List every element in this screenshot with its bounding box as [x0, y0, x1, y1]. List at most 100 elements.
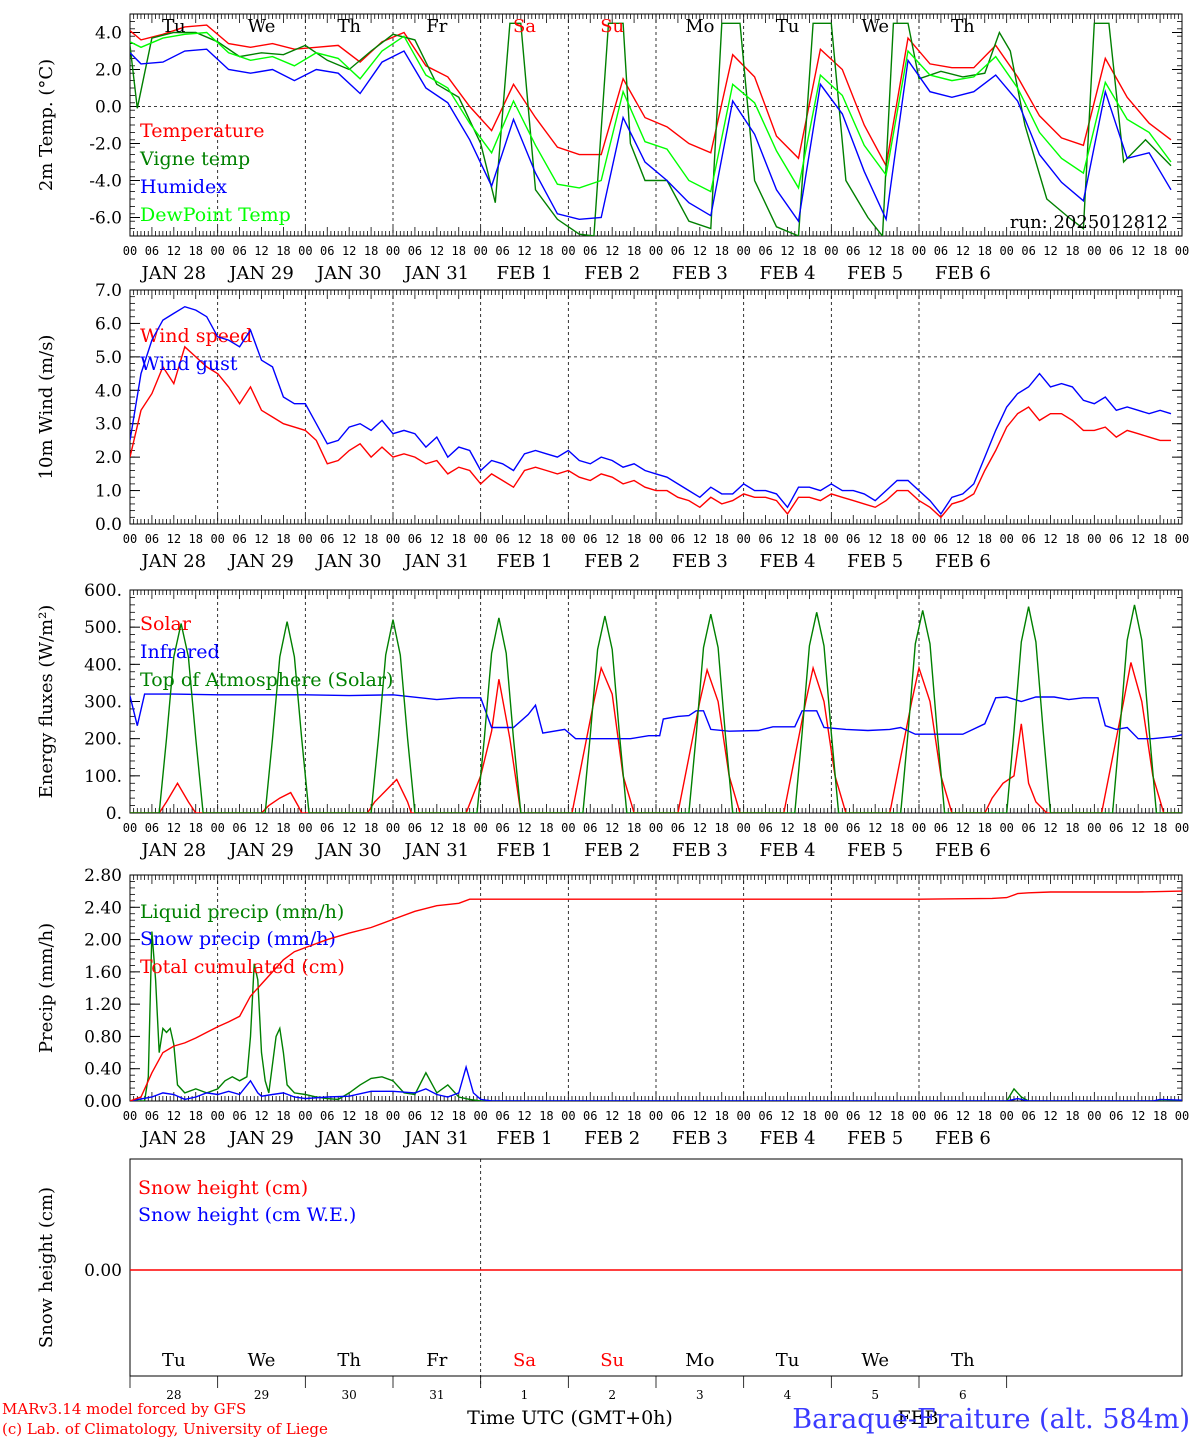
panel-2-hour-label: 18 [1153, 532, 1167, 546]
panel-4-hour-label: 06 [408, 1109, 422, 1123]
panel-4-hour-label: 12 [605, 1109, 619, 1123]
panel-1-hour-label: 06 [846, 244, 860, 258]
panel-3-y-tick-label: 100. [84, 767, 122, 787]
panel-1-date-label: FEB 6 [935, 263, 991, 284]
panel-4-legend-entry-3: Total cumulated (cm) [140, 956, 345, 978]
panel-5-day-name: Th [951, 1350, 975, 1371]
panel-2-hour-label: 00 [386, 532, 400, 546]
panel-4-date-label: JAN 30 [315, 1128, 382, 1149]
panel-2-hour-label: 18 [364, 532, 378, 546]
panel-1-hour-label: 06 [320, 244, 334, 258]
panel-1-hour-label: 18 [715, 244, 729, 258]
panel-5-day-name: Tu [162, 1350, 186, 1371]
panel-2-hour-label: 00 [999, 532, 1013, 546]
panel-2-hour-label: 00 [473, 532, 487, 546]
panel-1-hour-label: 06 [758, 244, 772, 258]
panel-4-hour-label: 18 [802, 1109, 816, 1123]
panel-1-legend-entry-3: Humidex [140, 176, 227, 198]
panel-2-hour-label: 12 [1043, 532, 1057, 546]
panel-4-hour-label: 18 [1065, 1109, 1079, 1123]
panel-4-hour-label: 00 [1087, 1109, 1101, 1123]
panel-3-hour-label: 12 [167, 821, 181, 835]
panel-4-date-label: FEB 5 [847, 1128, 903, 1149]
panel-4-hour-label: 18 [276, 1109, 290, 1123]
panel-4-hour-label: 00 [210, 1109, 224, 1123]
panel-2-hour-label: 06 [495, 532, 509, 546]
panel-3-hour-label: 12 [342, 821, 356, 835]
panel-3-hour-label: 18 [1153, 821, 1167, 835]
panel-3-hour-label: 18 [715, 821, 729, 835]
panel-3-y-tick-label: 400. [84, 655, 122, 675]
panel-2-hour-label: 06 [320, 532, 334, 546]
panel-1-hour-label: 00 [473, 244, 487, 258]
panel-3-hour-label: 18 [802, 821, 816, 835]
panel-5-day-number: 31 [429, 1388, 444, 1402]
panel-4-hour-label: 00 [824, 1109, 838, 1123]
panel-4-date-label: FEB 6 [935, 1128, 991, 1149]
panel-2-hour-label: 12 [1131, 532, 1145, 546]
panel-2-hour-label: 12 [868, 532, 882, 546]
panel-3-series-line-2 [130, 693, 1182, 740]
panel-1-hour-label: 06 [145, 244, 159, 258]
panel-1-hour-label: 18 [1065, 244, 1079, 258]
panel-3-hour-label: 06 [934, 821, 948, 835]
panel-2-hour-label: 06 [583, 532, 597, 546]
panel-1-day-name: Fr [426, 16, 447, 37]
panel-1-y-tick-label: -6.0 [89, 209, 122, 229]
panel-1-hour-label: 06 [408, 244, 422, 258]
panel-1-hour-label: 00 [1175, 244, 1189, 258]
panel-1-hour-label: 06 [232, 244, 246, 258]
panel-3-hour-label: 18 [276, 821, 290, 835]
panel-1-hour-label: 12 [1131, 244, 1145, 258]
panel-4-hour-label: 00 [473, 1109, 487, 1123]
panel-3-y-tick-label: 300. [84, 693, 122, 713]
panel-1-hour-label: 12 [430, 244, 444, 258]
panel-3-hour-label: 18 [452, 821, 466, 835]
panel-1-day-name: Th [951, 16, 975, 37]
panel-1-date-label: FEB 3 [672, 263, 728, 284]
panel-1-date-label: JAN 30 [315, 263, 382, 284]
panel-3-date-label: FEB 5 [847, 840, 903, 861]
panel-1-hour-label: 00 [912, 244, 926, 258]
panel-1-hour-label: 12 [868, 244, 882, 258]
lab-credit: (c) Lab. of Climatology, University of L… [2, 1420, 328, 1438]
panel-3-series-line-1 [130, 662, 1182, 813]
panel-5-legend-entry-1: Snow height (cm) [138, 1177, 308, 1199]
panel-3-hour-label: 18 [364, 821, 378, 835]
panel-2-date-label: JAN 28 [140, 551, 207, 572]
panel-4-hour-label: 06 [145, 1109, 159, 1123]
panel-3-hour-label: 06 [758, 821, 772, 835]
panel-2-y-tick-label: 0.0 [95, 515, 122, 535]
panel-4-hour-label: 06 [320, 1109, 334, 1123]
panel-4-date-label: FEB 4 [759, 1128, 815, 1149]
panel-3-hour-label: 00 [736, 821, 750, 835]
panel-4-hour-label: 06 [1021, 1109, 1035, 1123]
panel-1-hour-label: 18 [1153, 244, 1167, 258]
panel-4-hour-label: 00 [561, 1109, 575, 1123]
panel-1-hour-label: 00 [824, 244, 838, 258]
panel-1-hour-label: 00 [1087, 244, 1101, 258]
panel-4-hour-label: 00 [1175, 1109, 1189, 1123]
panel-1-hour-label: 18 [802, 244, 816, 258]
panel-3-hour-label: 12 [605, 821, 619, 835]
panel-4-hour-label: 06 [934, 1109, 948, 1123]
panel-5-day-number: 3 [696, 1388, 704, 1402]
panel-4-legend-entry-1: Liquid precip (mm/h) [140, 901, 344, 923]
panel-2-legend-entry-1: Wind speed [140, 325, 252, 347]
panel-3-legend-entry-1: Solar [140, 613, 192, 635]
panel-2-hour-label: 18 [978, 532, 992, 546]
panel-3-hour-label: 12 [693, 821, 707, 835]
panel-2-hour-label: 12 [780, 532, 794, 546]
panel-4-hour-label: 18 [189, 1109, 203, 1123]
panel-3-hour-label: 12 [868, 821, 882, 835]
panel-4-hour-label: 12 [693, 1109, 707, 1123]
panel-2-hour-label: 06 [846, 532, 860, 546]
panel-1-hour-label: 00 [999, 244, 1013, 258]
panel-1-hour-label: 06 [583, 244, 597, 258]
panel-4-hour-label: 18 [978, 1109, 992, 1123]
panel-4-hour-label: 18 [715, 1109, 729, 1123]
panel-4-hour-label: 06 [583, 1109, 597, 1123]
panel-2-hour-label: 18 [1065, 532, 1079, 546]
panel-3-y-tick-label: 200. [84, 730, 122, 750]
panel-2-hour-label: 06 [408, 532, 422, 546]
